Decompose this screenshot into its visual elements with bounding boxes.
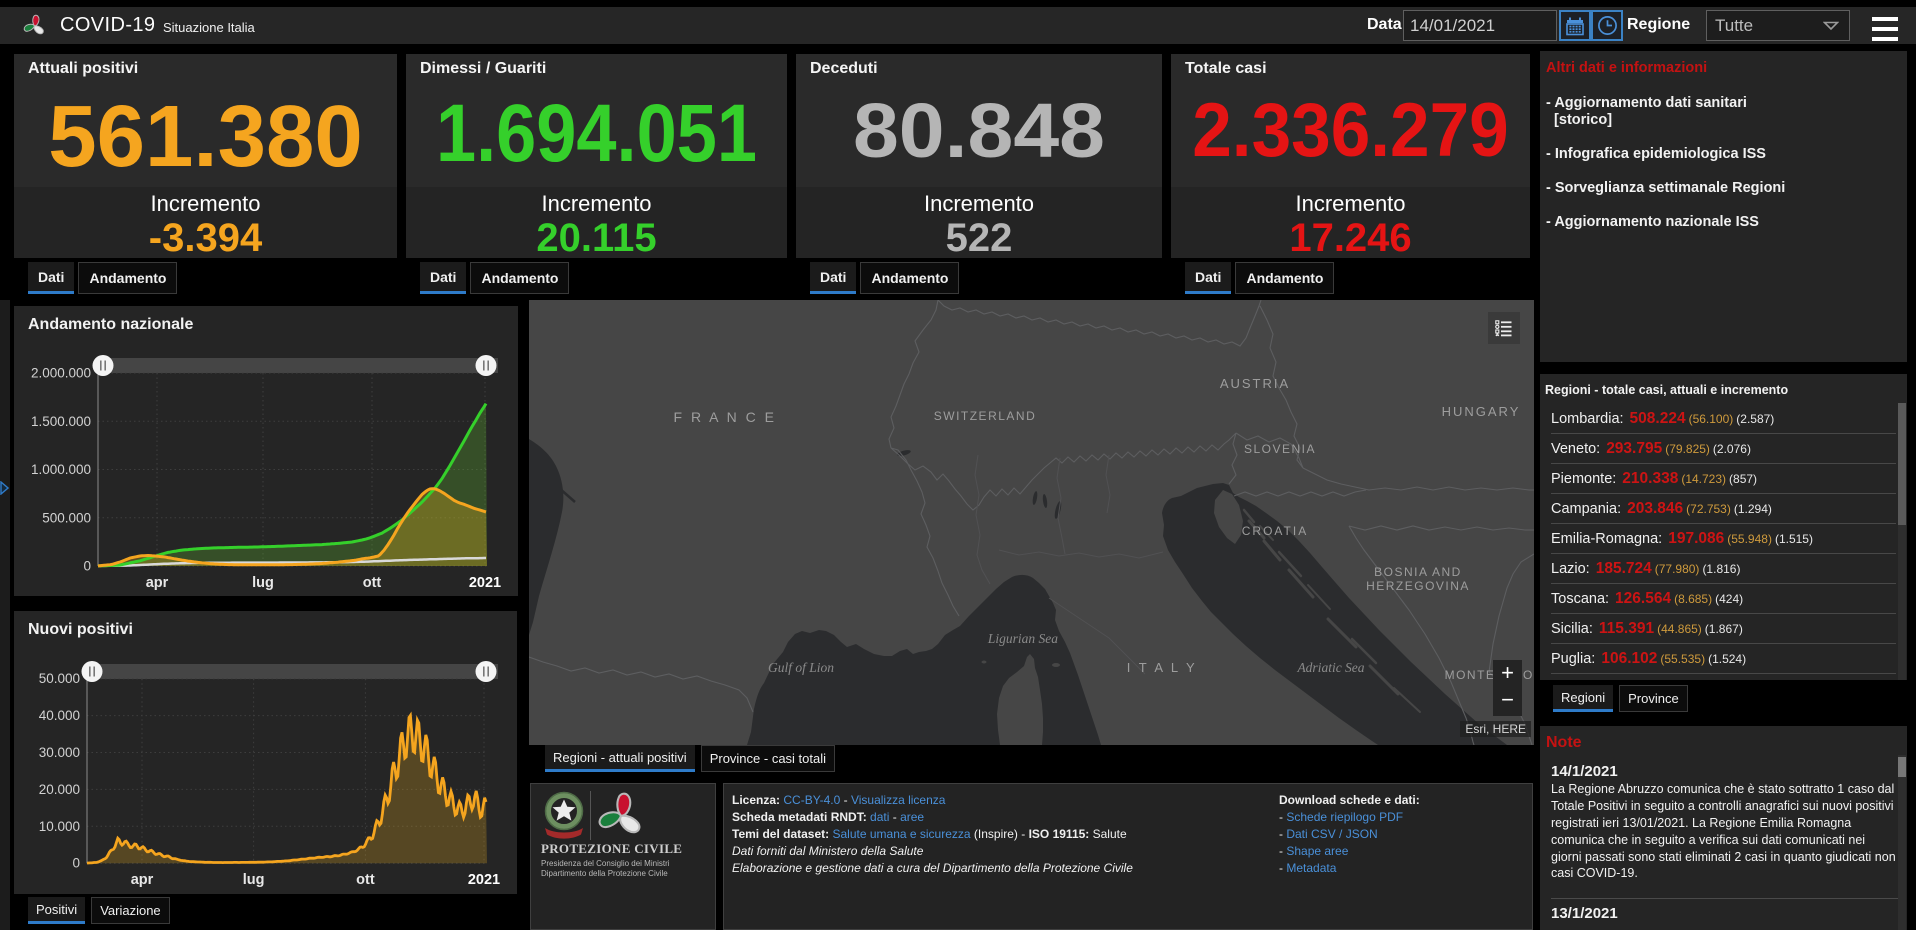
svg-text:50.000: 50.000 — [39, 671, 80, 686]
svg-text:F R A N C E: F R A N C E — [674, 409, 777, 425]
svg-text:ott: ott — [356, 872, 375, 888]
svg-text:I T A L Y: I T A L Y — [1127, 660, 1197, 675]
svg-text:SWITZERLAND: SWITZERLAND — [934, 409, 1037, 423]
svg-text:HERZEGOVINA: HERZEGOVINA — [1366, 579, 1470, 593]
svg-text:HUNGARY: HUNGARY — [1442, 404, 1521, 419]
svg-text:1.000.000: 1.000.000 — [31, 462, 91, 477]
svg-text:lug: lug — [252, 575, 274, 591]
svg-text:ott: ott — [363, 575, 382, 591]
svg-text:O: O — [1523, 668, 1534, 682]
svg-text:2021: 2021 — [468, 872, 500, 888]
svg-text:SLOVENIA: SLOVENIA — [1244, 442, 1316, 456]
svg-text:lug: lug — [243, 872, 265, 888]
svg-text:BOSNIA AND: BOSNIA AND — [1374, 565, 1462, 579]
svg-text:2.000.000: 2.000.000 — [31, 366, 91, 381]
svg-text:MONTE: MONTE — [1445, 668, 1496, 682]
svg-text:Gulf of Lion: Gulf of Lion — [768, 660, 834, 675]
svg-text:20.000: 20.000 — [39, 782, 80, 797]
svg-text:0: 0 — [72, 856, 80, 871]
svg-text:CROATIA: CROATIA — [1242, 524, 1308, 538]
svg-text:AUSTRIA: AUSTRIA — [1220, 376, 1290, 391]
svg-text:1.500.000: 1.500.000 — [31, 414, 91, 429]
svg-text:40.000: 40.000 — [39, 708, 80, 723]
svg-text:apr: apr — [146, 575, 169, 591]
svg-text:Ligurian Sea: Ligurian Sea — [987, 631, 1058, 646]
svg-text:apr: apr — [131, 872, 154, 888]
svg-text:2021: 2021 — [469, 575, 501, 591]
svg-text:10.000: 10.000 — [39, 819, 80, 834]
svg-text:0: 0 — [83, 559, 91, 574]
svg-text:500.000: 500.000 — [42, 510, 91, 525]
svg-text:30.000: 30.000 — [39, 745, 80, 760]
svg-text:Adriatic Sea: Adriatic Sea — [1296, 660, 1364, 675]
